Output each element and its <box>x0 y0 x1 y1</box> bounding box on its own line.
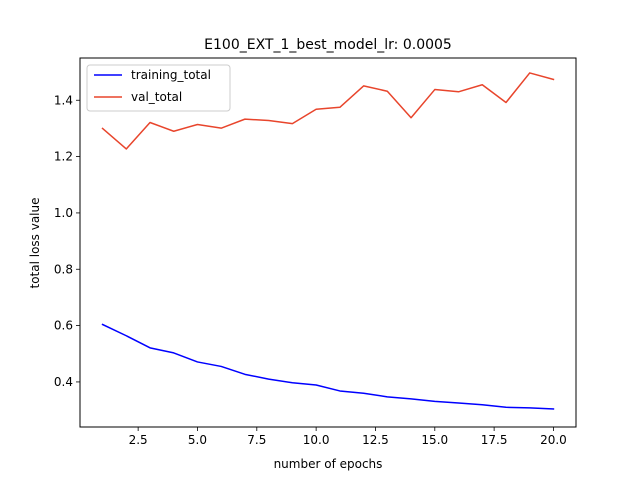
x-tick-label: 7.5 <box>247 433 266 447</box>
ticks-layer: 2.5 5.0 7.5 10.0 12.5 15.0 17.5 20.0 0.4 0.6 0.8 1.… <box>54 93 567 447</box>
x-tick-label: 5.0 <box>188 433 207 447</box>
y-tick-label: 1.0 <box>54 206 73 220</box>
x-tick-label: 2.5 <box>129 433 148 447</box>
series-line-val_total <box>101 72 555 150</box>
legend-label-val_total: val_total <box>131 90 182 104</box>
plot-frame <box>79 57 577 428</box>
x-axis-label: number of epochs <box>274 457 383 471</box>
legend-box <box>86 64 231 112</box>
y-axis-label: total loss value <box>28 197 42 288</box>
x-tick-label: 17.5 <box>481 433 508 447</box>
series-line-training_total <box>101 323 555 410</box>
y-tick-label: 1.4 <box>54 93 73 107</box>
y-tick-label: 0.8 <box>54 262 73 276</box>
chart-title: E100_EXT_1_best_model_lr: 0.0005 <box>204 37 452 53</box>
y-tick-label: 1.2 <box>54 150 73 164</box>
x-tick-label: 20.0 <box>540 433 567 447</box>
y-tick-label: 0.6 <box>54 319 73 333</box>
x-tick-label: 10.0 <box>303 433 330 447</box>
x-tick-label: 15.0 <box>421 433 448 447</box>
x-tick-label: 12.5 <box>362 433 389 447</box>
series-layer <box>101 72 555 410</box>
legend-label-training_total: training_total <box>131 68 211 82</box>
y-tick-label: 0.4 <box>54 375 73 389</box>
legend: training_total val_total <box>86 64 231 112</box>
